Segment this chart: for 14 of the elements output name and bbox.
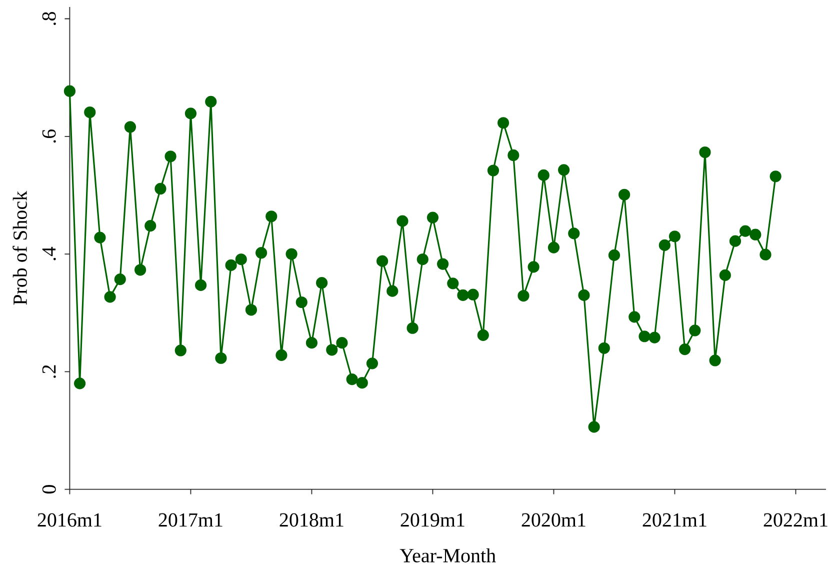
y-tick-label: 0 (42, 485, 56, 494)
x-tick-label: 2021m1 (642, 513, 706, 527)
x-tick-label: 2020m1 (522, 513, 586, 527)
x-tick-label: 2018m1 (280, 513, 344, 527)
x-axis-title: Year-Month (400, 548, 496, 562)
y-tick-label: .8 (42, 12, 56, 25)
y-tick-label: .6 (42, 129, 56, 143)
y-tick-label: .2 (42, 365, 56, 378)
x-tick-label: 2019m1 (400, 513, 464, 527)
y-tick-label: .4 (42, 246, 56, 260)
x-tick-label: 2022m1 (764, 513, 828, 527)
x-tick-label: 2016m1 (38, 513, 102, 527)
x-tick-label: 2017m1 (158, 513, 222, 527)
y-axis-title: Prob of Shock (12, 190, 27, 305)
